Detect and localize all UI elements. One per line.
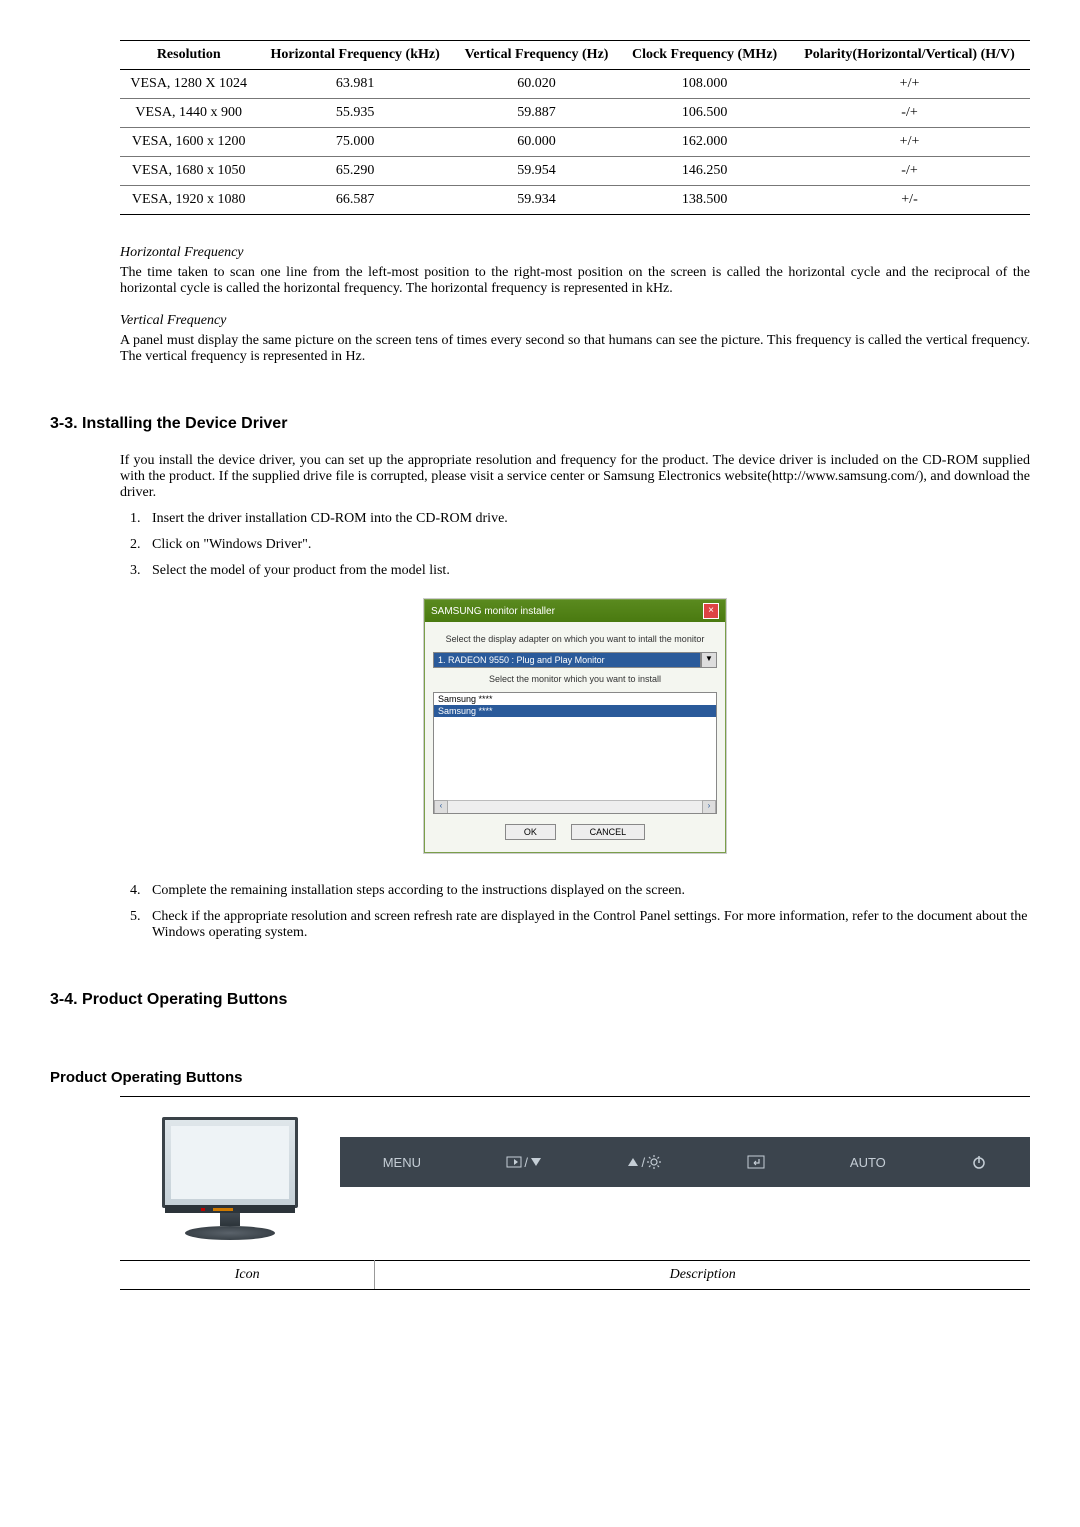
- auto-button[interactable]: AUTO: [850, 1155, 886, 1170]
- list-item: Complete the remaining installation step…: [144, 883, 1030, 899]
- enter-button[interactable]: [747, 1155, 765, 1169]
- monitor-illustration: [162, 1117, 298, 1208]
- installer-dialog: SAMSUNG monitor installer × Select the d…: [424, 599, 726, 853]
- section-3-4-heading: 3-4. Product Operating Buttons: [50, 991, 1030, 1009]
- table-cell: VESA, 1280 X 1024: [120, 70, 257, 99]
- table-cell: 59.954: [453, 157, 620, 186]
- table-cell: 65.290: [257, 157, 452, 186]
- table-cell: 108.000: [620, 70, 789, 99]
- table-cell: +/+: [789, 128, 1030, 157]
- table-cell: VESA, 1920 x 1080: [120, 186, 257, 215]
- divider: /: [524, 1155, 528, 1170]
- vert-freq-body: A panel must display the same picture on…: [120, 333, 1030, 365]
- button-strip: MENU / / AUTO: [340, 1137, 1030, 1187]
- close-icon[interactable]: ×: [703, 603, 719, 619]
- section-3-3-intro: If you install the device driver, you ca…: [120, 453, 1030, 501]
- install-steps-b: Complete the remaining installation step…: [120, 883, 1030, 941]
- power-icon: [971, 1154, 987, 1170]
- vert-freq-title: Vertical Frequency: [120, 313, 1030, 329]
- install-steps-a: Insert the driver installation CD-ROM in…: [120, 511, 1030, 579]
- table-cell: 59.934: [453, 186, 620, 215]
- col-polarity: Polarity(Horizontal/Vertical) (H/V): [789, 41, 1030, 70]
- list-item: Check if the appropriate resolution and …: [144, 909, 1030, 941]
- table-row: VESA, 1680 x 105065.29059.954146.250-/+: [120, 157, 1030, 186]
- cancel-button[interactable]: CANCEL: [571, 824, 646, 840]
- table-cell: 146.250: [620, 157, 789, 186]
- source-icon: [506, 1156, 522, 1168]
- col-clock: Clock Frequency (MHz): [620, 41, 789, 70]
- table-cell: 162.000: [620, 128, 789, 157]
- horiz-freq-body: The time taken to scan one line from the…: [120, 265, 1030, 297]
- enter-icon: [747, 1155, 765, 1169]
- table-cell: 60.000: [453, 128, 620, 157]
- scroll-left-icon[interactable]: ‹: [434, 800, 448, 814]
- up-triangle-icon: [627, 1156, 639, 1168]
- installer-title: SAMSUNG monitor installer: [431, 606, 555, 617]
- table-cell: 66.587: [257, 186, 452, 215]
- table-row: VESA, 1280 X 102463.98160.020108.000+/+: [120, 70, 1030, 99]
- list-item: Insert the driver installation CD-ROM in…: [144, 511, 1030, 527]
- scroll-right-icon[interactable]: ›: [702, 800, 716, 814]
- horizontal-scrollbar[interactable]: ‹ ›: [434, 800, 716, 813]
- table-cell: VESA, 1600 x 1200: [120, 128, 257, 157]
- installer-label2: Select the monitor which you want to ins…: [433, 674, 717, 684]
- source-down-button[interactable]: /: [506, 1155, 542, 1170]
- power-button[interactable]: [971, 1154, 987, 1170]
- description-table: Icon Description: [120, 1260, 1030, 1290]
- adapter-selected: 1. RADEON 9550 : Plug and Play Monitor: [433, 652, 701, 668]
- desc-col-description: Description: [375, 1261, 1030, 1290]
- table-cell: +/+: [789, 70, 1030, 99]
- installer-label1: Select the display adapter on which you …: [433, 634, 717, 644]
- table-row: VESA, 1600 x 120075.00060.000162.000+/+: [120, 128, 1030, 157]
- list-item[interactable]: Samsung ****: [434, 693, 716, 705]
- col-hfreq: Horizontal Frequency (kHz): [257, 41, 452, 70]
- table-cell: VESA, 1680 x 1050: [120, 157, 257, 186]
- product-buttons-subheading: Product Operating Buttons: [50, 1069, 1030, 1086]
- table-row: VESA, 1440 x 90055.93559.887106.500-/+: [120, 99, 1030, 128]
- adapter-dropdown[interactable]: 1. RADEON 9550 : Plug and Play Monitor ▼: [433, 652, 717, 668]
- table-cell: 63.981: [257, 70, 452, 99]
- horiz-freq-title: Horizontal Frequency: [120, 245, 1030, 261]
- table-cell: 75.000: [257, 128, 452, 157]
- divider: /: [641, 1155, 645, 1170]
- resolution-table: Resolution Horizontal Frequency (kHz) Ve…: [120, 40, 1030, 215]
- table-cell: VESA, 1440 x 900: [120, 99, 257, 128]
- col-resolution: Resolution: [120, 41, 257, 70]
- product-buttons-panel: MENU / / AUTO: [120, 1096, 1030, 1260]
- list-item: Select the model of your product from th…: [144, 563, 1030, 579]
- table-cell: -/+: [789, 157, 1030, 186]
- table-row: VESA, 1920 x 108066.58759.934138.500+/-: [120, 186, 1030, 215]
- ok-button[interactable]: OK: [505, 824, 556, 840]
- list-item[interactable]: Samsung ****: [434, 705, 716, 717]
- table-cell: 106.500: [620, 99, 789, 128]
- list-item: Click on "Windows Driver".: [144, 537, 1030, 553]
- section-3-3-heading: 3-3. Installing the Device Driver: [50, 415, 1030, 433]
- table-cell: 138.500: [620, 186, 789, 215]
- monitor-listbox[interactable]: Samsung **** Samsung **** ‹ ›: [433, 692, 717, 814]
- menu-button[interactable]: MENU: [383, 1155, 421, 1170]
- brightness-icon: [647, 1155, 661, 1169]
- table-cell: 55.935: [257, 99, 452, 128]
- table-cell: +/-: [789, 186, 1030, 215]
- table-cell: 60.020: [453, 70, 620, 99]
- col-vfreq: Vertical Frequency (Hz): [453, 41, 620, 70]
- table-cell: -/+: [789, 99, 1030, 128]
- brightness-up-button[interactable]: /: [627, 1155, 661, 1170]
- chevron-down-icon[interactable]: ▼: [701, 652, 717, 668]
- down-triangle-icon: [530, 1156, 542, 1168]
- table-cell: 59.887: [453, 99, 620, 128]
- desc-col-icon: Icon: [120, 1261, 375, 1290]
